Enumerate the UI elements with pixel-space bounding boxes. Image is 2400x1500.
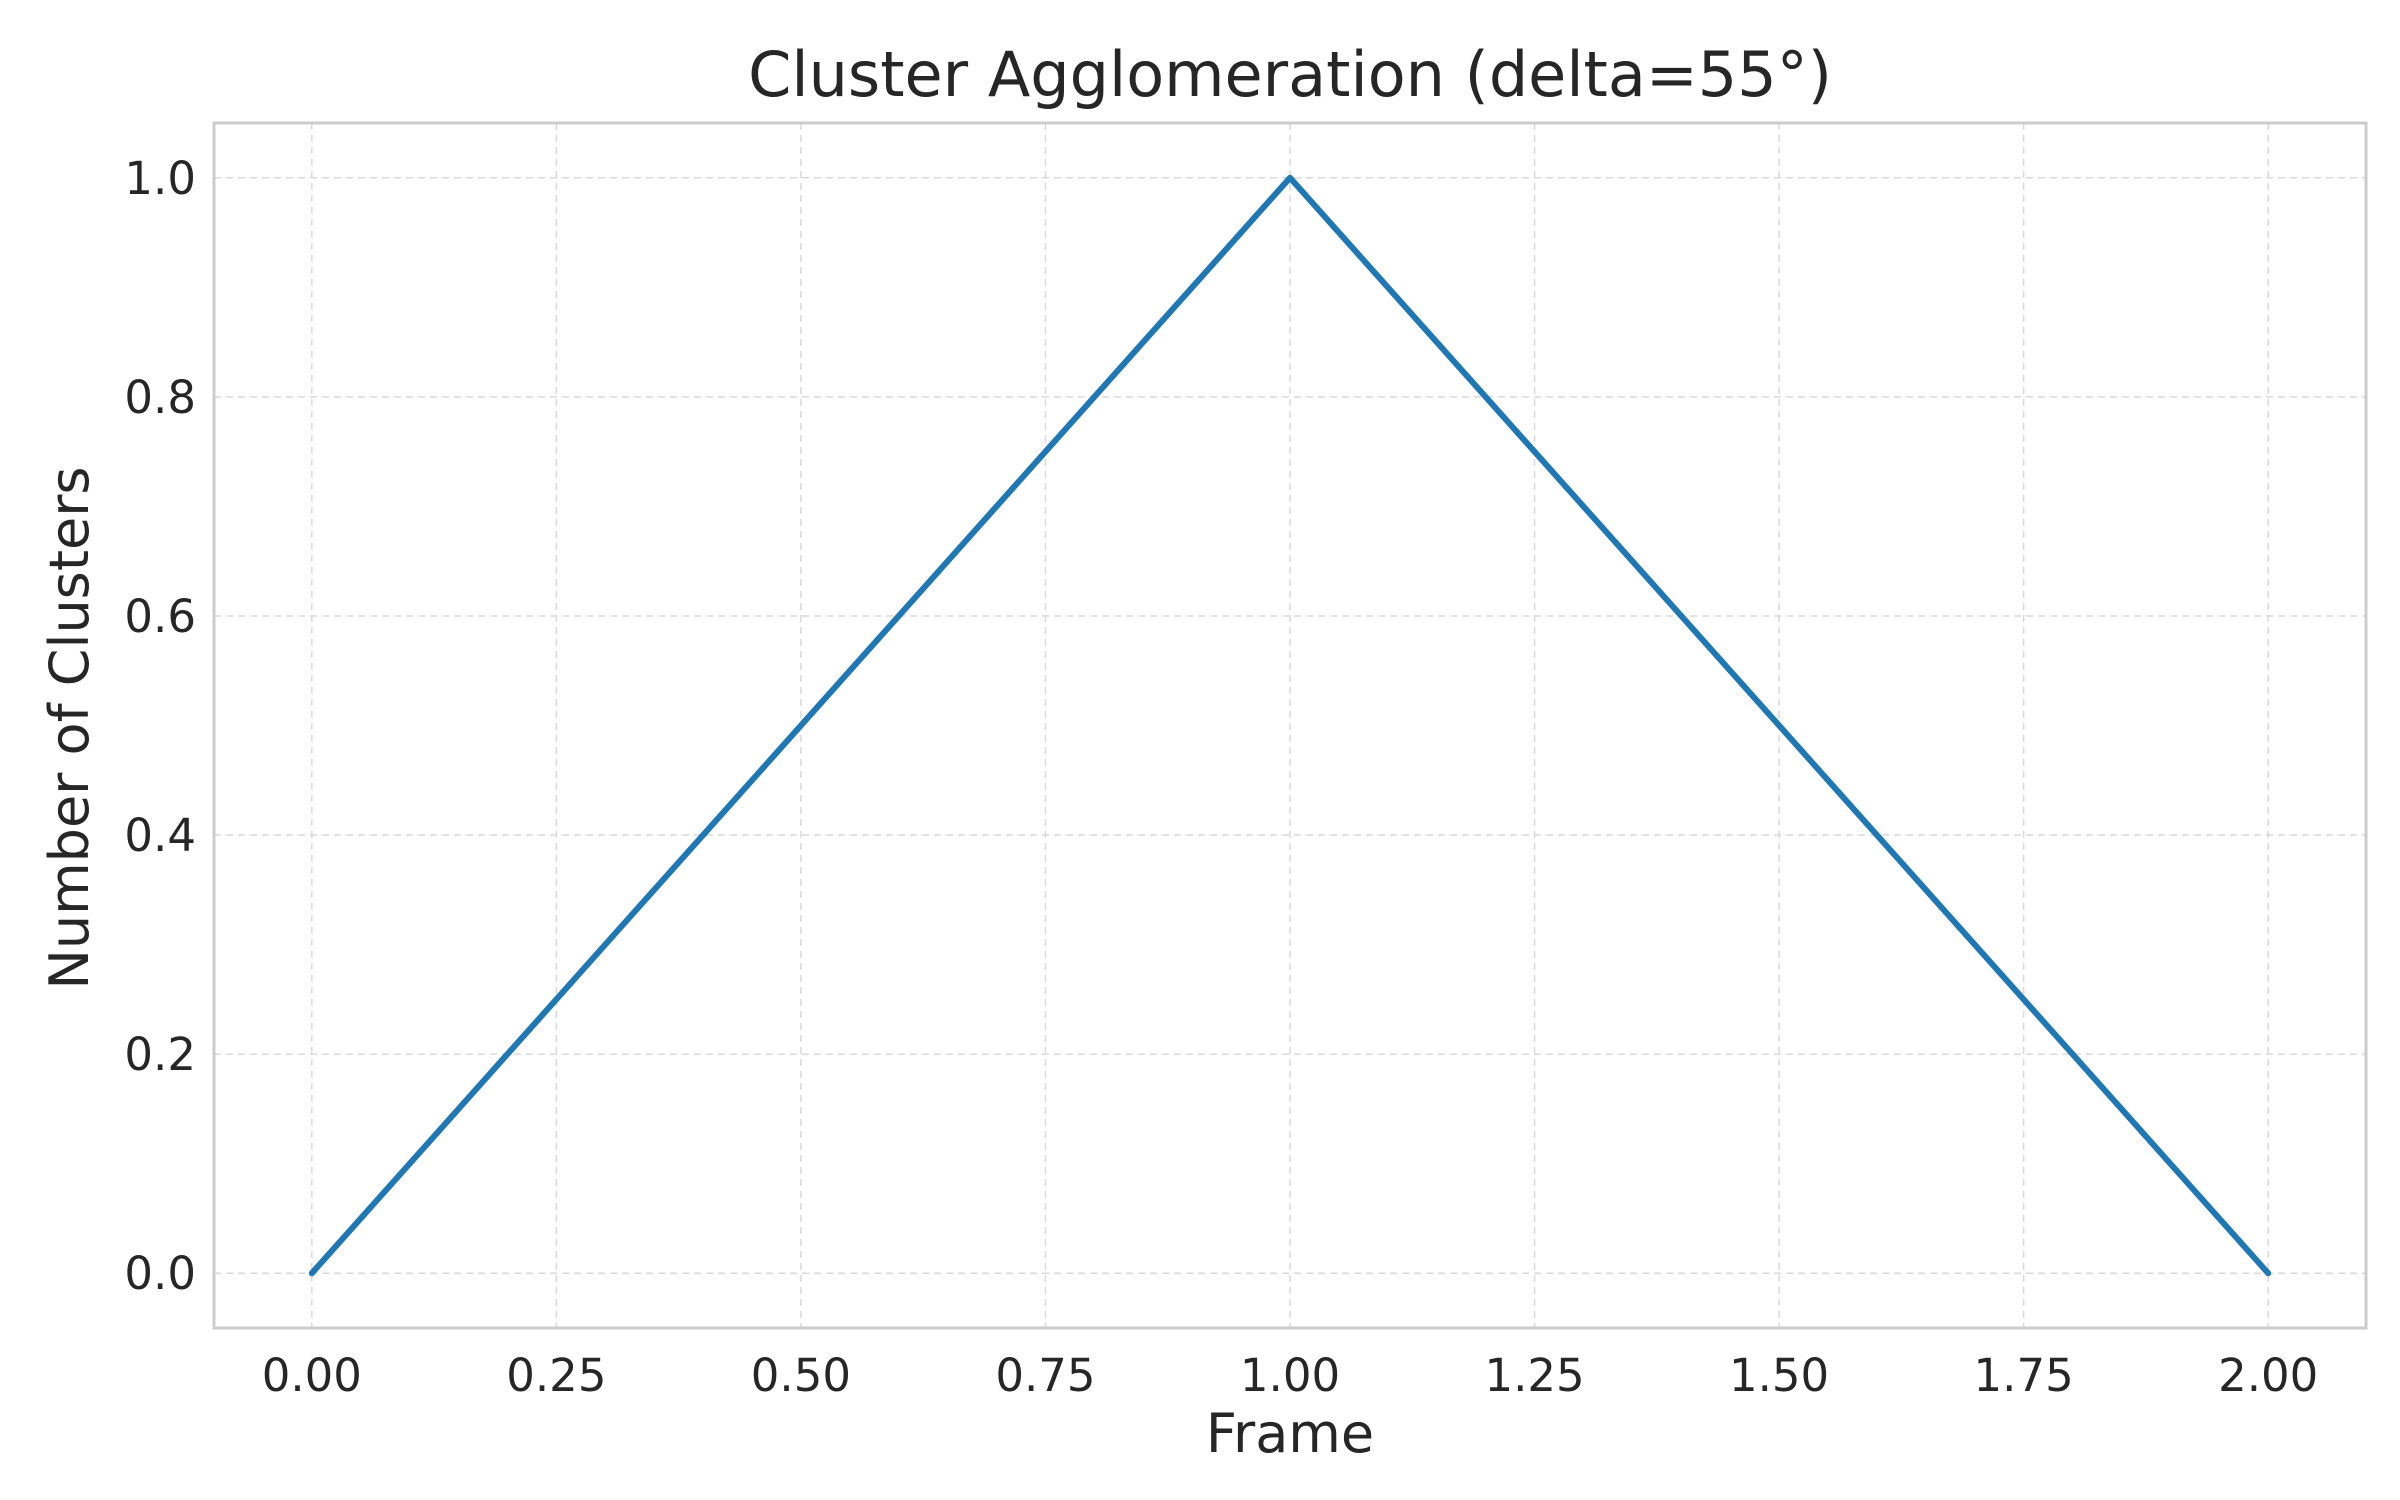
y-tick-label: 0.8: [124, 371, 196, 424]
x-tick-label: 0.25: [506, 1349, 606, 1402]
x-axis-label: Frame: [1206, 1402, 1374, 1465]
x-tick-label: 1.75: [1974, 1349, 2074, 1402]
x-tick-labels: 0.00 0.25 0.50 0.75 1.00 1.25 1.50 1.75 2.00: [262, 1349, 2319, 1402]
y-tick-label: 1.0: [124, 152, 196, 205]
series-line-0: [308, 174, 2272, 1277]
x-tick-label: 2.00: [2218, 1349, 2318, 1402]
x-tick-label: 1.50: [1729, 1349, 1829, 1402]
y-tick-labels: 0.0 0.2 0.4 0.6 0.8 1.0: [124, 152, 196, 1300]
x-tick-label: 1.00: [1240, 1349, 1340, 1402]
plot-area-frame: [212, 121, 2368, 1330]
x-tick-label: 0.50: [751, 1349, 851, 1402]
y-tick-label: 0.4: [124, 809, 196, 862]
y-tick-label: 0.6: [124, 590, 196, 643]
x-tick-label: 1.25: [1484, 1349, 1584, 1402]
chart-title: Cluster Agglomeration (delta=55°): [748, 38, 1832, 111]
y-tick-label: 0.0: [124, 1247, 196, 1300]
x-tick-label: 0.00: [262, 1349, 362, 1402]
y-axis-label: Number of Clusters: [38, 466, 101, 989]
x-tick-label: 0.75: [995, 1349, 1095, 1402]
series-layer: [308, 174, 2272, 1277]
y-tick-label: 0.2: [124, 1028, 196, 1081]
